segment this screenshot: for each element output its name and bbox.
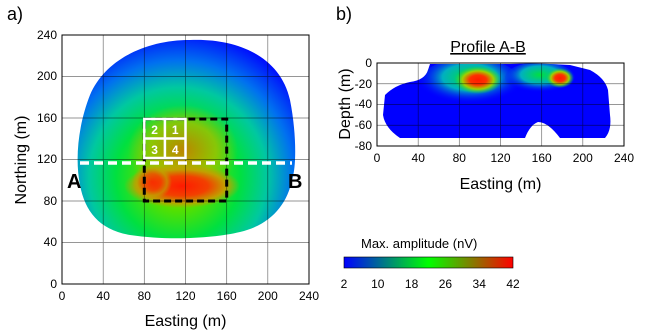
panel-b-x-tick: 40 bbox=[412, 151, 426, 165]
panel-b-y-tick: -20 bbox=[355, 77, 373, 91]
panel-a-y-tick: 240 bbox=[37, 28, 57, 42]
panel-b-x-tick: 120 bbox=[490, 151, 510, 165]
colorbar-tick: 34 bbox=[473, 277, 487, 291]
colorbar-ticks: 2 10 18 26 34 42 bbox=[341, 277, 520, 291]
panel-b-x-tick: 160 bbox=[532, 151, 552, 165]
panel-b-y-tick: -40 bbox=[355, 97, 373, 111]
panel-b-x-tick: 200 bbox=[573, 151, 593, 165]
panel-b-y-tick: -80 bbox=[355, 139, 373, 153]
cell-label-1: 1 bbox=[172, 123, 179, 137]
panel-a-x-ticks: 0 40 80 120 160 200 240 bbox=[59, 289, 320, 303]
panel-b-y-tick: -60 bbox=[355, 118, 373, 132]
panel-a-y-tick: 120 bbox=[37, 152, 57, 166]
panel-a-y-ticks: 240 200 160 120 80 40 0 bbox=[37, 28, 57, 291]
panel-b-x-tick: 80 bbox=[453, 151, 467, 165]
cell-label-3: 3 bbox=[151, 143, 158, 157]
colorbar-tick: 26 bbox=[439, 277, 453, 291]
panel-a-x-axis-title: Easting (m) bbox=[145, 313, 227, 330]
colorbar-tick: 10 bbox=[371, 277, 385, 291]
colorbar: Max. amplitude (nV) 2 10 18 26 34 42 bbox=[341, 236, 520, 291]
profile-start-label: A bbox=[67, 171, 81, 193]
cell-label-2: 2 bbox=[151, 123, 158, 137]
cell-label-4: 4 bbox=[172, 143, 179, 157]
panel-a-y-tick: 0 bbox=[50, 277, 57, 291]
panel-a-x-tick: 40 bbox=[97, 289, 111, 303]
panel-a-y-tick: 160 bbox=[37, 111, 57, 125]
panel-b-anomaly-red bbox=[454, 66, 502, 94]
panel-b-x-axis-title: Easting (m) bbox=[460, 176, 542, 193]
panel-a-x-tick: 0 bbox=[59, 289, 66, 303]
panel-b-x-tick: 240 bbox=[614, 151, 634, 165]
profile-end-label: B bbox=[288, 171, 302, 193]
panel-b-title: Profile A-B bbox=[450, 39, 526, 56]
panel-a-y-tick: 200 bbox=[37, 69, 57, 83]
colorbar-title: Max. amplitude (nV) bbox=[361, 236, 477, 251]
colorbar-tick: 42 bbox=[506, 277, 520, 291]
panel-b-label: b) bbox=[336, 4, 352, 24]
panel-b-y-tick: 0 bbox=[365, 56, 372, 70]
panel-a-x-tick: 160 bbox=[217, 289, 237, 303]
panel-b-x-ticks: 0 40 80 120 160 200 240 bbox=[374, 151, 635, 165]
panel-a-y-axis-title: Northing (m) bbox=[13, 116, 30, 205]
panel-a-x-tick: 200 bbox=[258, 289, 278, 303]
panel-b-y-axis-title: Depth (m) bbox=[337, 68, 354, 139]
panel-a-y-tick: 80 bbox=[44, 194, 58, 208]
panel-a-x-tick: 120 bbox=[175, 289, 195, 303]
colorbar-tick: 2 bbox=[341, 277, 348, 291]
panel-b-x-tick: 0 bbox=[374, 151, 381, 165]
panel-a-label: a) bbox=[7, 4, 23, 24]
panel-a-x-tick: 80 bbox=[138, 289, 152, 303]
colorbar-tick: 18 bbox=[405, 277, 419, 291]
panel-a: a) bbox=[7, 4, 319, 330]
colorbar-gradient bbox=[344, 257, 513, 268]
panel-b-y-ticks: 0 -20 -40 -60 -80 bbox=[355, 56, 373, 153]
panel-b: b) Profile A-B 0 -20 -40 bbox=[336, 4, 634, 193]
panel-a-y-tick: 40 bbox=[44, 235, 58, 249]
panel-a-x-tick: 240 bbox=[299, 289, 319, 303]
